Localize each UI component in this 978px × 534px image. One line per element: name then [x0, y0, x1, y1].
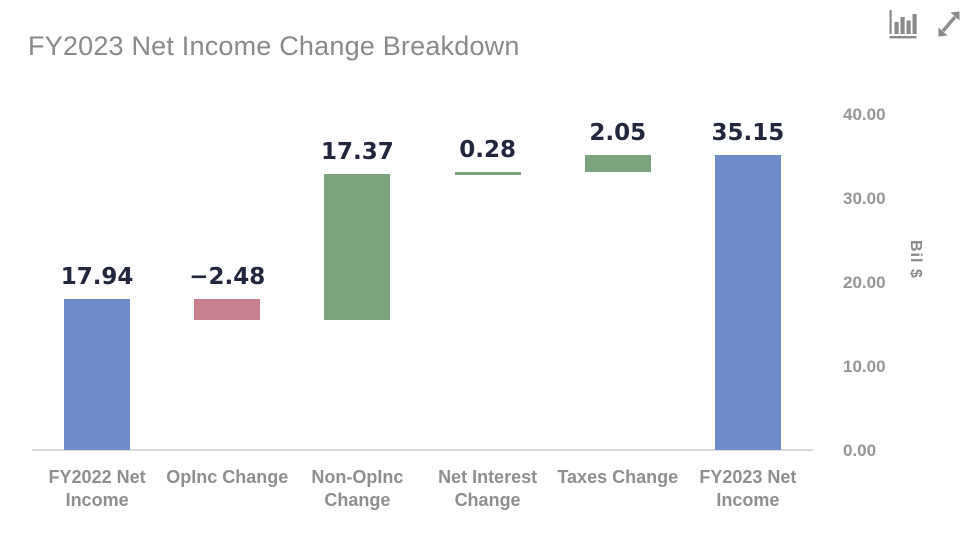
category-label: Taxes Change — [557, 467, 679, 487]
bar-value-label: 0.28 — [459, 136, 516, 163]
expand-icon[interactable] — [934, 7, 964, 39]
waterfall-bar-1[interactable] — [64, 299, 131, 450]
y-tick-label: 30.00 — [843, 189, 886, 208]
category-label: OpInc Change — [166, 467, 289, 487]
y-tick-label: 0.00 — [843, 441, 877, 460]
y-tick-label: 40.00 — [843, 105, 886, 124]
bar-value-label: 17.94 — [60, 264, 134, 291]
waterfall-bar-2[interactable] — [194, 299, 261, 321]
waterfall-bar-4[interactable] — [454, 171, 521, 175]
bar-value-label: −2.48 — [189, 264, 266, 291]
bar-value-label: 2.05 — [589, 119, 647, 146]
category-label: Net Interest Change — [438, 467, 538, 510]
bar-chart-icon[interactable] — [888, 7, 918, 39]
x-axis-line — [32, 449, 813, 451]
category-label: FY2023 Net Income — [699, 467, 797, 510]
waterfall-bar-3[interactable] — [324, 174, 391, 321]
y-tick-label: 20.00 — [843, 273, 886, 292]
bar-value-label: 17.37 — [321, 139, 394, 166]
bar-value-label: 35.15 — [711, 119, 785, 146]
chart-title: FY2023 Net Income Change Breakdown — [28, 31, 520, 61]
waterfall-bar-6[interactable] — [714, 154, 781, 450]
category-label: FY2022 Net Income — [48, 467, 146, 510]
y-axis-title: Bil $ — [907, 240, 924, 279]
chart-toolbar — [888, 7, 964, 39]
waterfall-bar-5[interactable] — [584, 154, 651, 172]
category-label: Non-OpInc Change — [311, 467, 404, 510]
y-tick-label: 10.00 — [843, 357, 886, 376]
